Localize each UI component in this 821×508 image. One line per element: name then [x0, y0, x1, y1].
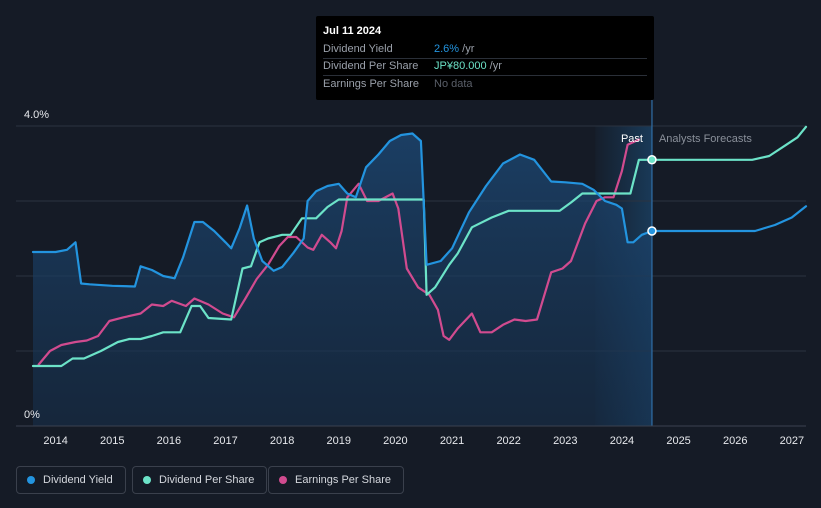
legend-item-earnings-per-share[interactable]: Earnings Per Share [268, 466, 404, 494]
legend-label: Dividend Per Share [159, 474, 255, 486]
y-tick-label: 4.0% [24, 109, 49, 121]
tooltip-label-dividend-per-share: Dividend Per Share [323, 60, 419, 72]
x-tick-label: 2017 [213, 435, 237, 447]
series-line-dividend-yield [31, 132, 808, 288]
tooltip-value-dividend-yield: 2.6% /yr [434, 43, 475, 55]
marker-dividend-per-share [647, 155, 657, 165]
legend-label: Earnings Per Share [295, 474, 391, 486]
chart-tooltip: Jul 11 2024 Dividend Yield 2.6% /yr Divi… [316, 16, 654, 100]
legend-marker-earnings-per-share [279, 476, 287, 484]
x-tick-label: 2027 [780, 435, 804, 447]
tooltip-label-earnings-per-share: Earnings Per Share [323, 78, 419, 90]
x-tick-label: 2018 [270, 435, 294, 447]
x-tick-label: 2022 [496, 435, 520, 447]
tooltip-date: Jul 11 2024 [323, 25, 382, 37]
x-tick-label: 2015 [100, 435, 124, 447]
x-tick-label: 2020 [383, 435, 407, 447]
tooltip-value-earnings-per-share: No data [434, 78, 473, 90]
x-tick-label: 2019 [327, 435, 351, 447]
tooltip-divider [323, 75, 647, 76]
x-tick-label: 2024 [610, 435, 634, 447]
x-tick-label: 2021 [440, 435, 464, 447]
tooltip-value-dividend-per-share: JP¥80.000 /yr [434, 60, 502, 72]
legend-label: Dividend Yield [43, 474, 113, 486]
past-label: Past [621, 133, 643, 145]
dividend-yield-area [32, 133, 652, 426]
series-line-earnings-per-share [37, 138, 640, 366]
legend-item-dividend-yield[interactable]: Dividend Yield [16, 466, 126, 494]
x-tick-label: 2025 [666, 435, 690, 447]
y-tick-label: 0% [24, 409, 40, 421]
marker-dividend-yield [647, 226, 657, 236]
tooltip-label-dividend-yield: Dividend Yield [323, 43, 393, 55]
legend-marker-dividend-yield [27, 476, 35, 484]
x-tick-label: 2026 [723, 435, 747, 447]
legend-item-dividend-per-share[interactable]: Dividend Per Share [132, 466, 268, 494]
forecast-label: Analysts Forecasts [659, 133, 752, 145]
x-tick-label: 2023 [553, 435, 577, 447]
x-tick-label: 2014 [43, 435, 67, 447]
x-tick-label: 2016 [157, 435, 181, 447]
legend-marker-dividend-per-share [143, 476, 151, 484]
series-line-dividend-per-share [31, 125, 808, 368]
tooltip-divider [323, 58, 647, 59]
